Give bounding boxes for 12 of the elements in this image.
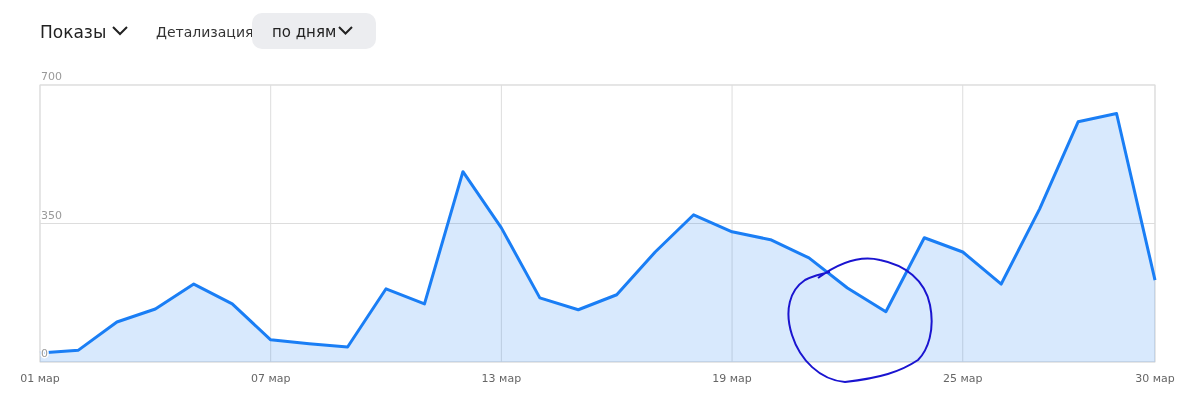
text: Детализация [156, 24, 254, 40]
y-tick-label: 700 [41, 70, 62, 83]
x-tick-label: 19 мар [712, 372, 752, 385]
y-tick-label: 0 [41, 347, 48, 360]
chart-title: Показы [40, 22, 107, 42]
x-tick-label: 07 мар [250, 372, 291, 385]
x-tick-label: 01 мар [20, 372, 60, 385]
x-tick-label: 30 мар [1135, 372, 1175, 385]
x-tick-label: 25 мар [943, 372, 983, 385]
x-tick-label: 13 мар [481, 372, 522, 385]
y-tick-label: 350 [41, 208, 62, 222]
text: по дням [272, 23, 337, 41]
